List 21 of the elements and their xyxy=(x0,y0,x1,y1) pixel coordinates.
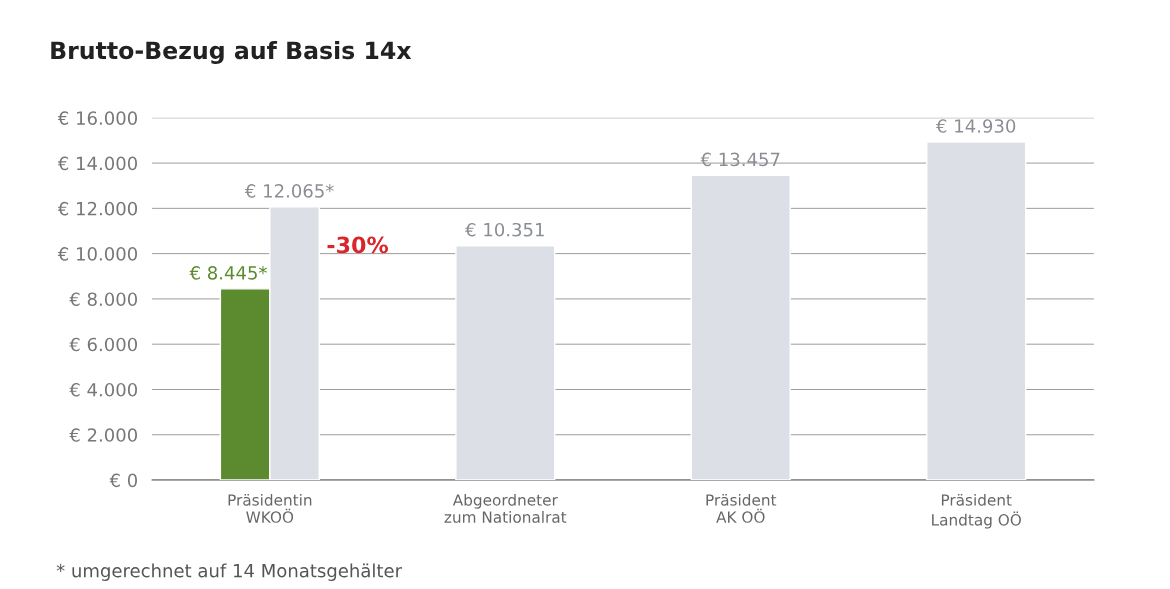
data-label: € 12.065* xyxy=(244,184,334,198)
annotation: -30% xyxy=(327,236,389,254)
y-tick-label: € 12.000 xyxy=(57,201,138,216)
data-label: € 10.351 xyxy=(465,222,544,237)
x-tick-label: Abgeordneter zum Nationalrat xyxy=(444,493,567,523)
y-tick-label: € 4.000 xyxy=(69,382,138,397)
y-tick-label: € 6.000 xyxy=(69,337,138,352)
x-tick-label: Präsidentin WKOÖ xyxy=(228,493,312,523)
y-tick-label: € 14.000 xyxy=(57,156,138,171)
y-tick-label: € 16.000 xyxy=(57,111,138,125)
y-tick-label: € 10.000 xyxy=(57,247,138,261)
chart-title: Brutto-Bezug auf Basis 14x xyxy=(51,40,412,64)
y-tick-label: € 8.000 xyxy=(69,292,138,307)
data-label: € 14.930 xyxy=(936,119,1016,133)
data-label: € 8.445* xyxy=(189,266,267,280)
x-tick-label: Präsident AK OÖ xyxy=(706,493,777,523)
y-tick-label: € 2.000 xyxy=(69,428,138,442)
y-tick-label: € 0 xyxy=(109,473,138,488)
text: * umgerechnet auf 14 Monatsgehälter xyxy=(56,563,403,581)
data-label: € 13.457 xyxy=(700,152,780,167)
x-tick-label: Präsident Landtag OÖ xyxy=(932,493,1021,529)
